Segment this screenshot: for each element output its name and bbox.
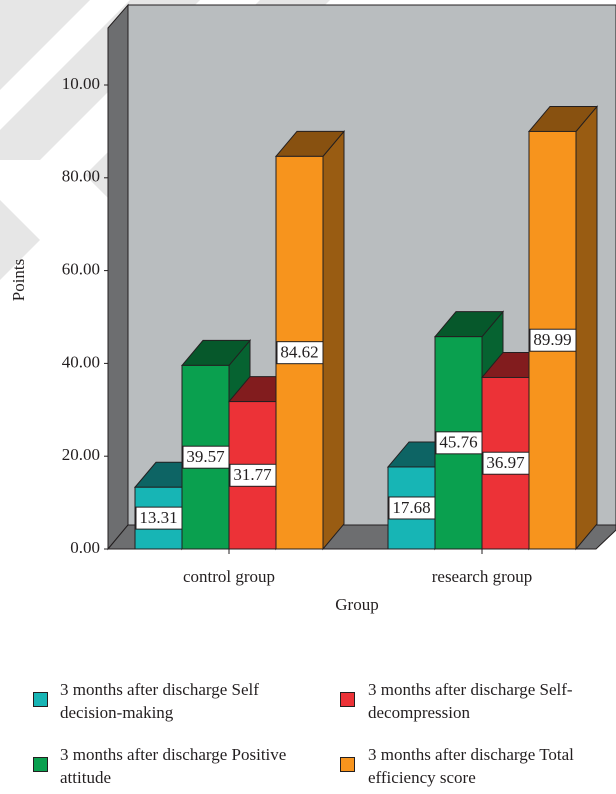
y-tick-label: 10.00 (62, 74, 100, 93)
value-label: 45.76 (439, 433, 477, 452)
y-tick-label: 40.00 (62, 352, 100, 371)
x-tick-label: control group (183, 567, 275, 586)
value-label: 17.68 (392, 498, 430, 517)
legend-label: 3 months after discharge Positive attitu… (60, 745, 287, 787)
value-label: 84.62 (280, 343, 318, 362)
value-label: 13.31 (139, 508, 177, 527)
legend-swatch (33, 757, 48, 772)
bar-side (575, 105, 598, 551)
y-axis-title: Points (9, 259, 28, 302)
x-axis-title: Group (335, 595, 378, 614)
y-tick-label: 80.00 (62, 167, 100, 186)
legend-swatch (340, 757, 355, 772)
bar (527, 105, 599, 551)
legend-swatch (33, 692, 48, 707)
value-label-box (529, 328, 577, 352)
legend-label: 3 months after discharge Self decision-m… (60, 680, 259, 722)
legend-swatch (340, 692, 355, 707)
y-tick-label: 20.00 (62, 445, 100, 464)
x-tick-label: research group (432, 567, 533, 586)
value-label: 36.97 (486, 453, 525, 472)
y-tick-label: 60.00 (62, 260, 100, 279)
y-tick-label: 0.00 (70, 538, 100, 557)
value-label: 89.99 (533, 330, 571, 349)
legend-label: 3 months after discharge Self-decompress… (368, 680, 573, 722)
value-label: 39.57 (186, 447, 225, 466)
value-label: 31.77 (233, 465, 272, 484)
bar (274, 129, 346, 551)
bar-side (322, 129, 345, 551)
value-label-box (276, 341, 324, 365)
legend-label: 3 months after discharge Total efficienc… (368, 745, 574, 787)
side-wall (107, 3, 129, 551)
